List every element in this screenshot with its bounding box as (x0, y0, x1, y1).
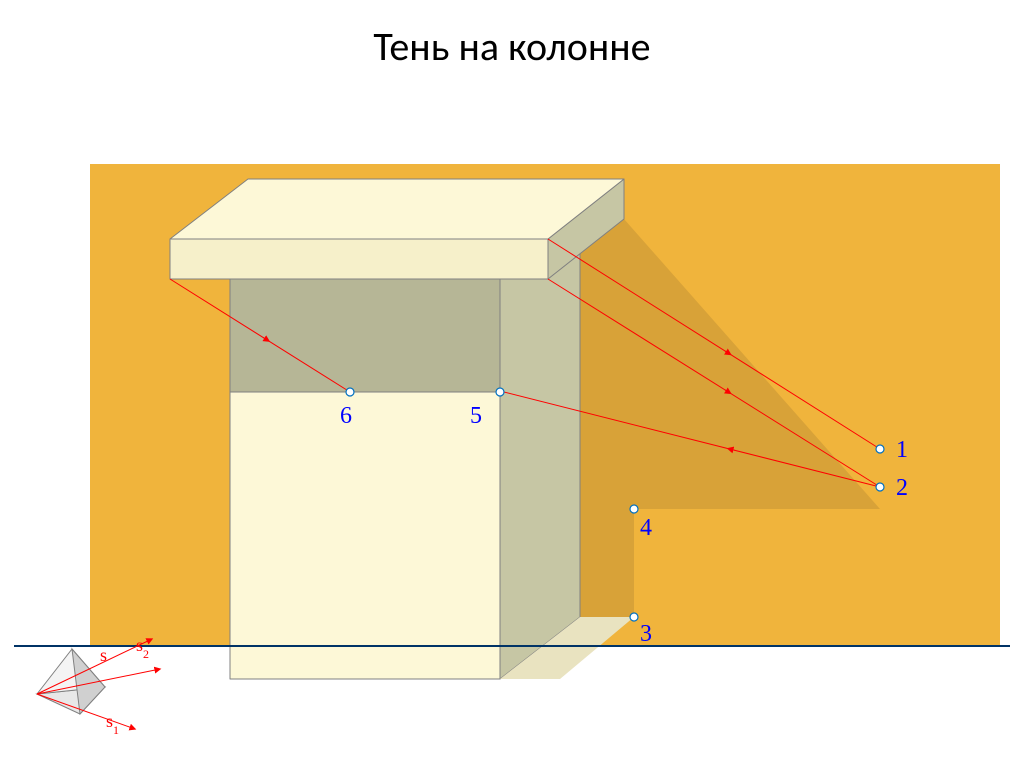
point-label-2: 2 (896, 475, 908, 501)
light-ray-label: s1 (106, 711, 119, 737)
point-label-6: 6 (340, 403, 352, 429)
column-cap_top (170, 179, 624, 239)
point-label-5: 5 (470, 403, 482, 429)
point-5 (496, 388, 504, 396)
point-6 (346, 388, 354, 396)
point-label-4: 4 (640, 515, 652, 541)
point-3 (630, 613, 638, 621)
column-cap_front (170, 239, 548, 279)
light-ray-label: s (100, 645, 107, 665)
point-2 (876, 483, 884, 491)
point-label-1: 1 (896, 437, 908, 463)
point-1 (876, 445, 884, 453)
diagram-canvas: 123456ss1s2 (0, 79, 1024, 766)
point-label-3: 3 (640, 621, 652, 647)
column-self_shadow (230, 279, 500, 392)
page-title: Тень на колонне (0, 0, 1024, 79)
column-pillar_right (500, 219, 580, 679)
point-4 (630, 505, 638, 513)
